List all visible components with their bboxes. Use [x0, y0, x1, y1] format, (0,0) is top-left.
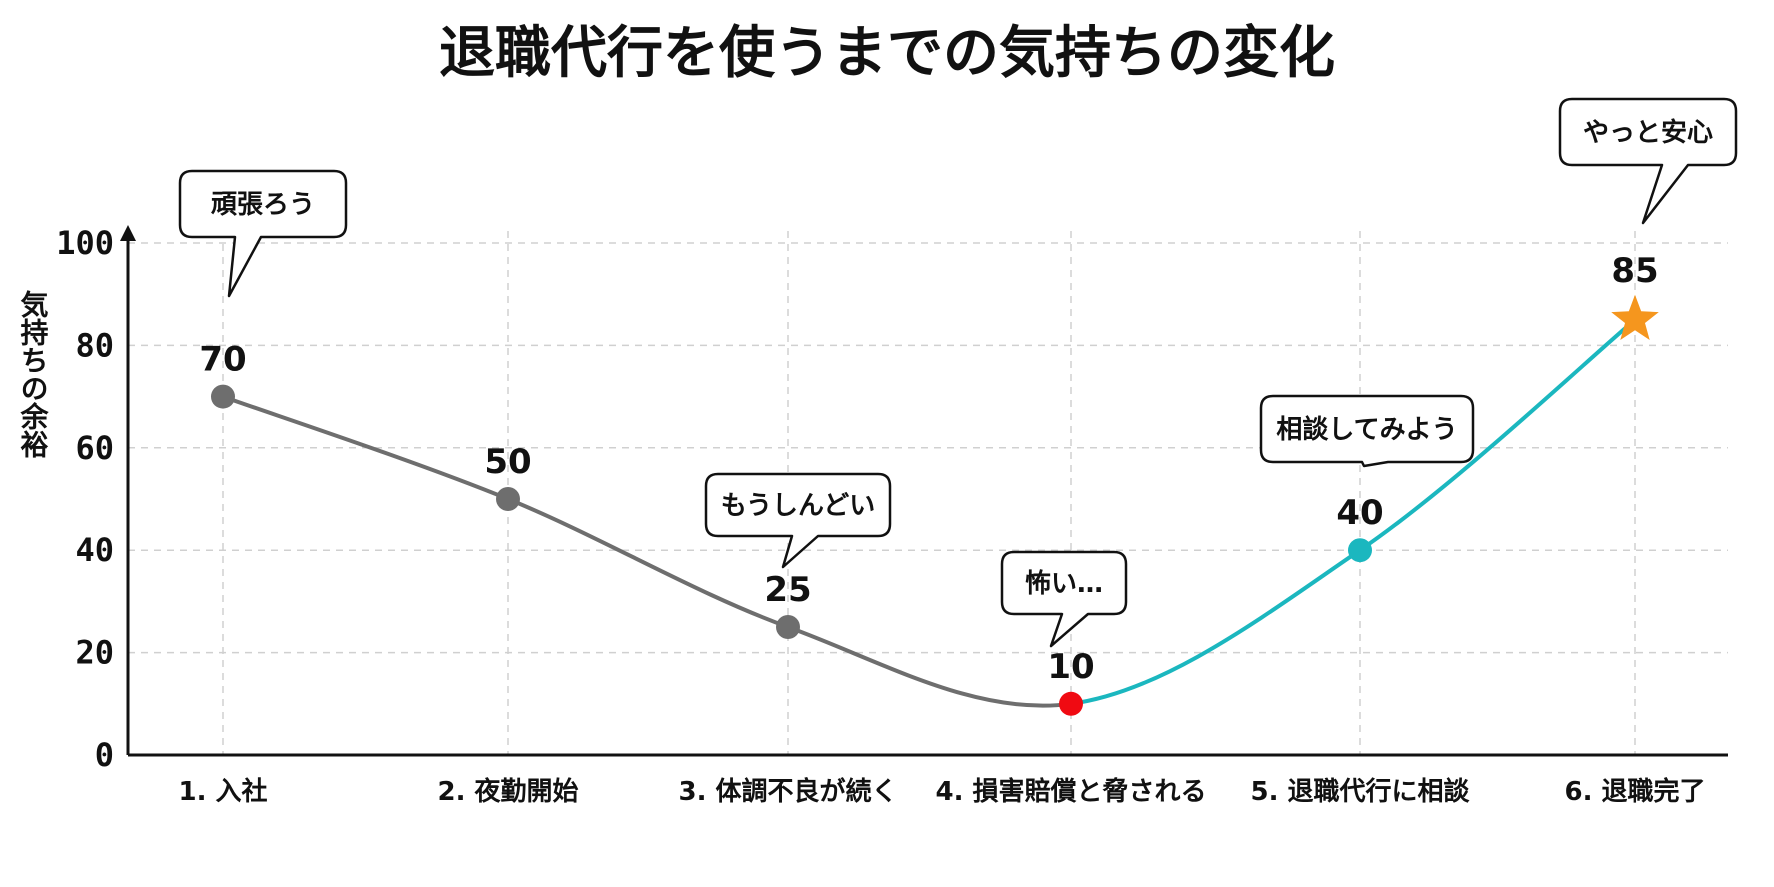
speech-bubble-shape	[1558, 97, 1738, 225]
y-tick-label: 0	[95, 736, 114, 774]
x-tick-label: 3. 体調不良が続く	[678, 776, 897, 807]
speech-bubble-shape	[178, 169, 348, 298]
speech-bubble: 相談してみよう	[1259, 394, 1475, 468]
speech-bubble-shape	[1000, 550, 1128, 648]
x-tick-labels: 1. 入社 2. 夜勤開始 3. 体調不良が続く 4. 損害賠償と脅される 5. 退職代…	[178, 776, 1705, 807]
speech-bubble-text: 相談してみよう	[1276, 414, 1457, 445]
chart-title: 退職代行を使うまでの気持ちの変化	[439, 21, 1335, 86]
y-tick-label: 60	[75, 429, 114, 467]
x-tick-label: 2. 夜勤開始	[437, 776, 578, 807]
data-markers	[211, 294, 1659, 716]
data-label: 25	[764, 570, 811, 610]
y-tick-labels: 0 20 40 60 80 100	[56, 224, 114, 774]
data-point-star	[1611, 294, 1659, 341]
series-line-gray	[221, 394, 1073, 708]
data-point	[211, 384, 235, 409]
data-point	[776, 615, 800, 639]
data-label: 10	[1047, 647, 1094, 687]
data-label: 40	[1336, 493, 1383, 533]
y-tick-label: 40	[75, 531, 114, 569]
speech-bubble: もうしんどい	[704, 472, 892, 569]
data-labels: 70 50 25 10 40 85	[199, 251, 1658, 687]
y-tick-label: 100	[56, 224, 114, 262]
x-tick-label: 1. 入社	[178, 776, 267, 807]
data-label: 85	[1611, 251, 1658, 291]
series-lines	[221, 317, 1637, 708]
x-tick-label: 6. 退職完了	[1564, 776, 1705, 807]
speech-bubble: 怖い…	[1000, 550, 1128, 648]
speech-bubble: 頑張ろう	[178, 169, 348, 298]
speech-bubble: やっと安心	[1558, 97, 1738, 225]
x-tick-label: 5. 退職代行に相談	[1250, 776, 1470, 807]
speech-bubble-text: もうしんどい	[721, 491, 875, 521]
axis-layer	[120, 225, 1728, 757]
data-label: 70	[199, 340, 246, 380]
grid-layer	[128, 231, 1728, 755]
data-point	[1059, 691, 1083, 716]
y-axis-arrow	[120, 225, 136, 241]
speech-bubble-text: やっと安心	[1583, 118, 1713, 148]
data-point	[496, 487, 520, 511]
data-label: 50	[484, 442, 531, 482]
y-tick-label: 20	[75, 634, 114, 672]
x-tick-label: 4. 損害賠償と脅される	[935, 776, 1206, 807]
data-point	[1348, 538, 1372, 563]
speech-bubble-text: 頑張ろう	[211, 190, 315, 220]
speech-bubble-shape	[704, 472, 892, 569]
speech-bubble-text: 怖い…	[1025, 568, 1103, 599]
y-tick-label: 80	[75, 326, 114, 364]
speech-bubble-shape	[1259, 394, 1475, 468]
y-axis-label: 気持ちの余裕	[17, 290, 50, 458]
